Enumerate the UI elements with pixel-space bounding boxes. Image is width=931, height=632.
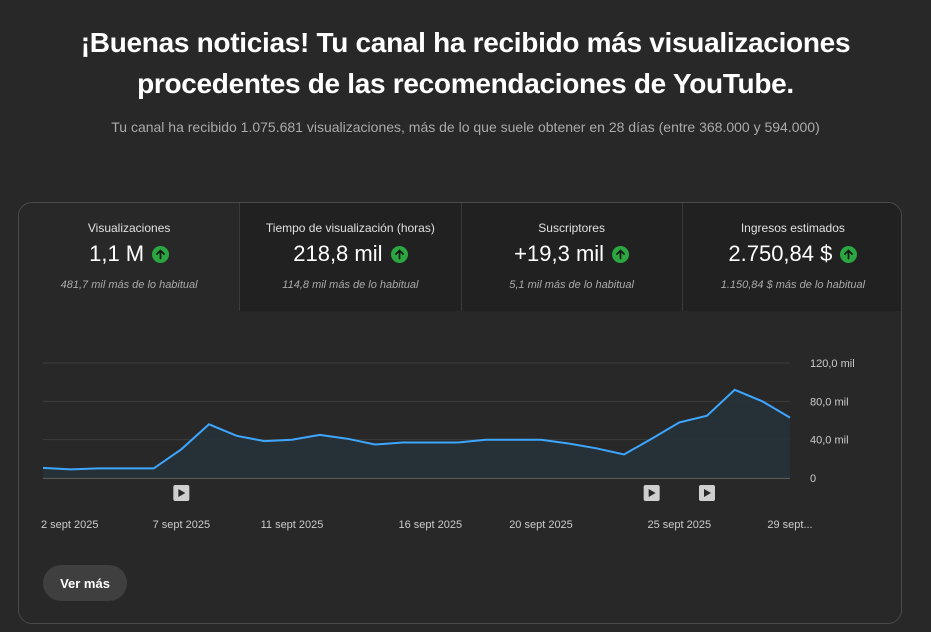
play-icon[interactable] xyxy=(699,485,715,501)
tab-watch-time[interactable]: Tiempo de visualización (horas) 218,8 mi… xyxy=(239,203,461,311)
y-tick-label: 0 xyxy=(810,473,816,485)
tab-label: Visualizaciones xyxy=(87,221,171,235)
tab-views[interactable]: Visualizaciones 1,1 M 481,7 mil más de l… xyxy=(19,203,240,311)
y-tick-label: 80,0 mil xyxy=(810,396,849,408)
arrow-up-icon xyxy=(612,245,630,263)
tab-revenue[interactable]: Ingresos estimados 2.750,84 $ 1.150,84 $… xyxy=(681,203,901,311)
y-tick-label: 120,0 mil xyxy=(810,358,855,370)
headline-line-2: procedentes de las recomendaciones de Yo… xyxy=(137,68,794,99)
tab-subscribers[interactable]: Suscriptores +19,3 mil 5,1 mil más de lo… xyxy=(460,203,682,311)
x-tick-label: 16 sept 2025 xyxy=(399,519,463,531)
arrow-up-icon xyxy=(390,245,408,263)
views-chart[interactable]: 0 40,0 mil 80,0 mil 120,0 mil 2 sept 2025 7 s… xyxy=(19,343,902,543)
play-icon[interactable] xyxy=(173,485,190,501)
tab-value: 1,1 M xyxy=(89,241,145,266)
tab-note: 114,8 mil más de lo habitual xyxy=(282,279,419,291)
metric-tabs: Visualizaciones 1,1 M 481,7 mil más de l… xyxy=(19,203,901,311)
headline: ¡Buenas noticias! Tu canal ha recibido m… xyxy=(0,22,931,104)
see-more-button[interactable]: Ver más xyxy=(43,565,127,601)
arrow-up-icon xyxy=(152,245,170,263)
y-tick-label: 40,0 mil xyxy=(810,435,849,447)
tab-note: 481,7 mil más de lo habitual xyxy=(60,279,198,291)
tab-note: 1.150,84 $ más de lo habitual xyxy=(720,279,866,291)
tab-value: +19,3 mil xyxy=(514,241,605,266)
x-tick-label: 29 sept... xyxy=(767,519,812,531)
x-tick-label: 11 sept 2025 xyxy=(261,519,324,531)
x-tick-label: 20 sept 2025 xyxy=(509,519,573,531)
tab-label: Suscriptores xyxy=(538,221,605,235)
summary-text: Tu canal ha recibido 1.075.681 visualiza… xyxy=(111,119,820,135)
tab-label: Ingresos estimados xyxy=(740,221,845,235)
tab-label: Tiempo de visualización (horas) xyxy=(265,221,435,235)
x-tick-label: 25 sept 2025 xyxy=(648,519,712,531)
series-line xyxy=(42,388,791,471)
x-tick-label: 2 sept 2025 xyxy=(41,519,99,531)
metrics-card: Visualizaciones 1,1 M 481,7 mil más de l… xyxy=(18,202,902,624)
arrow-up-icon xyxy=(840,245,858,263)
x-tick-label: 7 sept 2025 xyxy=(153,519,211,531)
play-icon[interactable] xyxy=(643,485,660,501)
series-area xyxy=(43,389,790,478)
tab-value: 218,8 mil xyxy=(293,241,383,266)
tab-value: 2.750,84 $ xyxy=(728,241,833,266)
tab-note: 5,1 mil más de lo habitual xyxy=(509,279,634,291)
headline-line-1: ¡Buenas noticias! Tu canal ha recibido m… xyxy=(80,27,851,58)
